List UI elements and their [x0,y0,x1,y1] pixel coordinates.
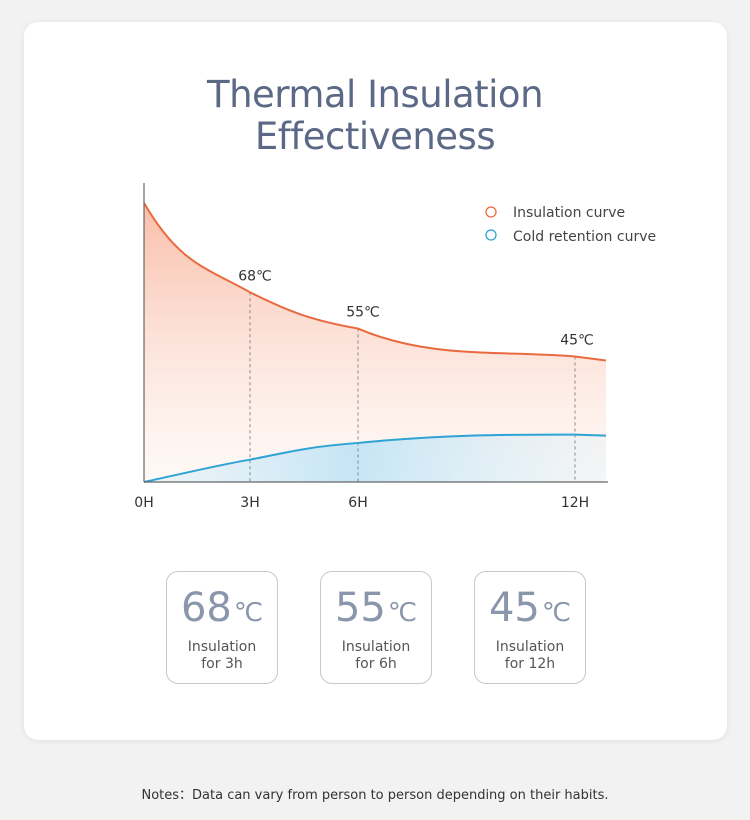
data-label: 45℃ [560,332,594,348]
stat-label-line-1: Insulation [341,639,411,655]
data-label: 55℃ [346,305,380,321]
cold-retention-area [144,434,606,482]
stat-label-line-2: for 3h [201,656,243,672]
x-tick-label: 3H [240,495,259,511]
stat-unit: ℃ [233,598,264,628]
cold-retention-curve-line [143,433,607,483]
stat-label: Insulation for 3h [167,639,277,673]
legend-insulation-label: Insulation curve [513,205,625,221]
page-title: Thermal Insulation Effectiveness [0,74,750,158]
stat-number: 55 [334,585,386,631]
stat-unit: ℃ [387,598,418,628]
legend-cold-marker [485,229,497,241]
stat-value: 68℃ [167,586,277,635]
x-tick-label: 12H [561,495,589,511]
x-tick-label: 6H [348,495,367,511]
title-line-1: Thermal Insulation [206,73,544,116]
stat-card: 55℃ Insulation for 6h [320,571,432,684]
stat-label-line-1: Insulation [187,639,257,655]
insulation-area [144,203,606,482]
stat-value: 45℃ [475,586,585,635]
stat-label-line-2: for 12h [504,656,556,672]
insulation-chart: 0H 3H 6H 12H 68℃ 55℃ 45℃ Insulation curve Col… [134,183,656,511]
legend-cold-label: Cold retention curve [513,229,656,245]
insulation-curve-line [143,202,607,362]
stat-card: 68℃ Insulation for 3h [166,571,278,684]
stat-label-line-2: for 6h [355,656,397,672]
stat-number: 68 [180,585,232,631]
stat-label: Insulation for 6h [321,639,431,673]
stat-number: 45 [488,585,540,631]
stat-card: 45℃ Insulation for 12h [474,571,586,684]
stat-unit: ℃ [541,598,572,628]
stat-label-line-1: Insulation [495,639,565,655]
data-label: 68℃ [238,268,272,284]
footnote: Notes：Data can vary from person to perso… [141,788,609,803]
stat-label: Insulation for 12h [475,639,585,673]
stat-value: 55℃ [321,586,431,635]
x-tick-label: 0H [134,495,153,511]
title-line-2: Effectiveness [254,115,496,158]
legend-insulation-marker [485,206,497,218]
